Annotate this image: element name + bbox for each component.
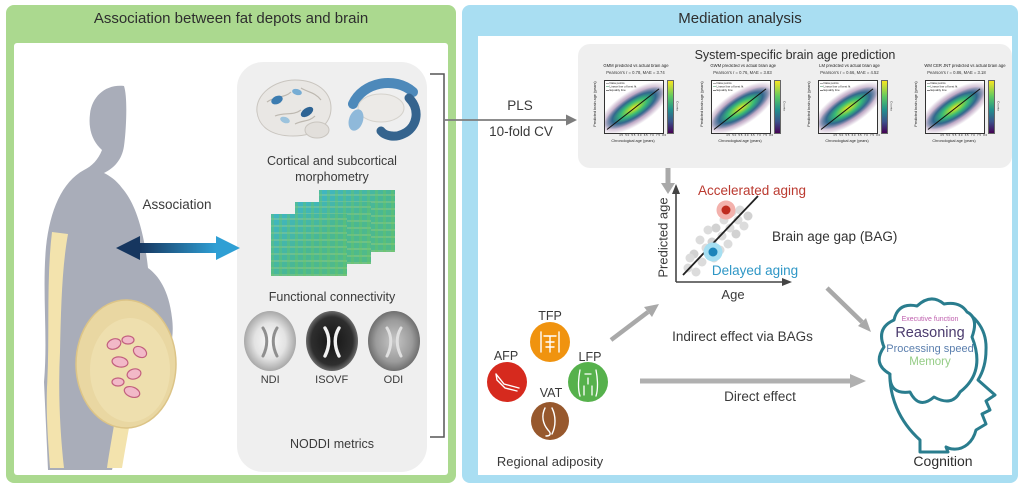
plot-x-axis-label: Chronological age (years) [611,139,655,144]
colorbar [988,80,995,134]
plot-legend: Data points Linear line of best fit Equa… [820,82,851,92]
indirect-effect-label: Indirect effect via BAGs [672,329,813,344]
plot-subtitle: Pearson's r = 0.66, MAE = 4.52 [820,71,879,76]
noddi-map-row [243,310,421,372]
brain-age-plot-2: GWM predicted vs actual brain age Pearso… [689,63,796,167]
brain-modalities-card: Cortical and subcortical morphometry Fun… [237,62,427,472]
plot-y-axis-label: Predicted brain age (years) [913,81,919,127]
brain-map-odi [368,311,420,371]
plot-x-ticks: 45 50 55 60 65 70 75 80 [940,134,988,137]
morphometry-label: Cortical and subcortical morphometry [267,154,397,184]
bag-y-axis-label: Predicted age [655,197,671,278]
plot-frame: Data points Linear line of best fit Equa… [925,80,985,134]
brain-age-gap-label: Brain age gap (BAG) [772,229,898,244]
plot-title: LM predicted vs actual brain age [819,64,880,69]
prediction-box-title: System-specific brain age prediction [694,48,896,62]
plot-title: WM CER JNT predicted vs actual brain age [924,64,1006,69]
plot-legend: Data points Linear line of best fit Equa… [927,82,958,92]
brain-age-plot-4: WM CER JNT predicted vs actual brain age… [903,63,1010,167]
plot-frame: Data points Linear line of best fit Equa… [604,80,664,134]
brain-map-ndi [244,311,296,371]
lfp-label: LFP [578,350,602,364]
brain-map-isovf [306,311,358,371]
plot-y-axis-label: Predicted brain age (years) [806,81,812,127]
plot-frame: Data points Linear line of best fit Equa… [818,80,878,134]
cognition-head-icon [877,297,997,454]
direct-effect-label: Direct effect [724,389,796,404]
tfp-label: TFP [538,309,562,323]
plot-title: GWM predicted vs actual brain age [710,64,776,69]
regional-adiposity-caption: Regional adiposity [496,454,604,469]
plot-title: GMM predicted vs actual brain age [603,64,669,69]
noddi-map-names: NDI ISOVF ODI [243,374,421,386]
plot-subtitle: Pearson's r = 0.78, MAE = 3.74 [606,71,665,76]
plot-x-ticks: 45 50 55 60 65 70 75 80 [619,134,667,137]
association-label: Association [142,197,212,212]
subcortical-brain-image [348,78,421,141]
plot-legend: Data points Linear line of best fit Equa… [606,82,637,92]
afp-label: AFP [493,349,519,363]
plot-legend: Data points Linear line of best fit Equa… [713,82,744,92]
colorbar-label: Counts [675,101,679,111]
cognition-domain-memory: Memory [909,356,951,368]
left-panel-title: Association between fat depots and brain [93,10,369,27]
abdominal-organs [106,335,148,399]
plot-x-axis-label: Chronological age (years) [718,139,762,144]
plot-subtitle: Pearson's r = 0.86, MAE = 3.18 [927,71,986,76]
bag-x-axis-label: Age [721,287,745,302]
ndi-label: NDI [260,374,280,386]
cognition-caption: Cognition [913,453,973,469]
brain-age-plot-1: GMM predicted vs actual brain age Pearso… [582,63,689,167]
noddi-metrics-label: NODDI metrics [289,437,375,451]
cv-label: 10-fold CV [489,124,553,139]
plot-x-ticks: 45 50 55 60 65 70 75 80 [833,134,881,137]
back-fat-layer [46,232,68,468]
odi-label: ODI [383,374,404,386]
plot-subtitle: Pearson's r = 0.76, MAE = 3.83 [713,71,772,76]
colorbar-label: Counts [889,101,893,111]
brain-age-plots-row: GMM predicted vs actual brain age Pearso… [582,63,1010,167]
colorbar [667,80,674,134]
brain-cloud-outline [877,297,979,404]
plot-frame: Data points Linear line of best fit Equa… [711,80,771,134]
cognition-domain-executive-function: Executive function [901,316,959,323]
plot-x-axis-label: Chronological age (years) [932,139,976,144]
isovf-label: ISOVF [315,374,349,386]
plot-x-axis-label: Chronological age (years) [825,139,869,144]
cognition-domain-processing-speed: Processing speed [886,343,974,355]
delayed-aging-label: Delayed aging [711,263,799,278]
colorbar [881,80,888,134]
right-panel-title: Mediation analysis [678,10,802,27]
fc-heatmap-stack [271,190,401,282]
colorbar-label: Counts [996,101,1000,111]
plot-x-ticks: 45 50 55 60 65 70 75 80 [726,134,774,137]
colorbar [774,80,781,134]
brain-age-plot-3: LM predicted vs actual brain age Pearson… [796,63,903,167]
colorbar-label: Counts [782,101,786,111]
cortical-blue-patches [271,88,314,124]
pls-label: PLS [507,98,533,113]
plot-y-axis-label: Predicted brain age (years) [699,81,705,127]
cortical-brain-image [256,79,332,139]
human-body-illustration [44,85,177,470]
accelerated-aging-label: Accelerated aging [697,183,807,198]
vat-label: VAT [539,386,563,400]
fc-label: Functional connectivity [268,290,396,304]
cognition-domain-reasoning: Reasoning [895,325,965,341]
fc-heatmap-front [271,214,347,276]
plot-y-axis-label: Predicted brain age (years) [592,81,598,127]
